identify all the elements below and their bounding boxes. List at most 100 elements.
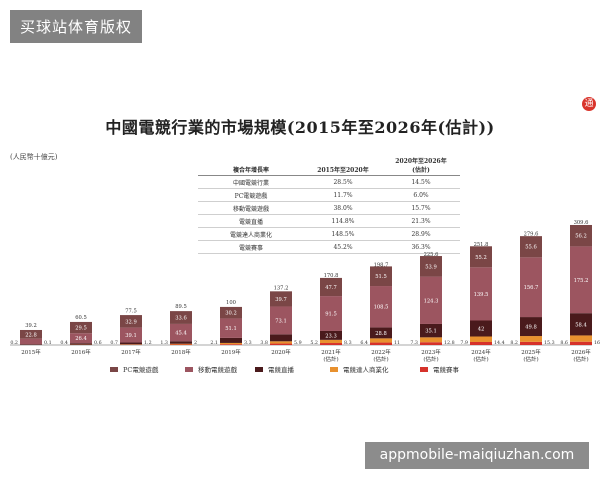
legend-label: 移動電競遊戲 bbox=[198, 366, 237, 374]
data-label: 29.5 bbox=[75, 326, 87, 332]
legend-label: PC電競遊戲 bbox=[123, 366, 159, 374]
data-label: 3.3 bbox=[244, 340, 252, 346]
bar-segment bbox=[170, 343, 192, 345]
cagr-value: 14.5% bbox=[382, 175, 460, 189]
data-label: 5.9 bbox=[294, 340, 302, 346]
data-label: 175.2 bbox=[574, 278, 589, 284]
x-tick-label: 2020年 bbox=[271, 348, 291, 356]
x-tick-sublabel: (估計) bbox=[473, 355, 488, 363]
legend-item: 電競直播 bbox=[255, 364, 294, 374]
legend-item: 電競達人商業化 bbox=[330, 364, 389, 374]
data-label: 55.2 bbox=[475, 255, 487, 261]
x-tick-label: 2021年 bbox=[321, 348, 341, 356]
bar-segment bbox=[370, 266, 392, 287]
total-label: 198.7 bbox=[374, 262, 389, 268]
x-tick-label: 2017年 bbox=[121, 348, 141, 356]
cagr-row: 電競達人商業化 148.5% 28.9% bbox=[198, 227, 460, 241]
bar-segment bbox=[70, 333, 92, 344]
data-label: 1.3 bbox=[160, 340, 168, 346]
x-tick-label: 2023年 bbox=[421, 348, 441, 356]
data-label: 108.5 bbox=[374, 305, 389, 311]
total-label: 77.5 bbox=[125, 308, 137, 314]
total-label: 39.2 bbox=[25, 323, 37, 329]
data-label: 0.4 bbox=[60, 340, 68, 346]
data-label: 30.2 bbox=[225, 311, 237, 317]
data-label: 91.5 bbox=[325, 312, 337, 318]
x-tick-label: 2015年 bbox=[21, 348, 41, 356]
x-tick-sublabel: (估計) bbox=[523, 355, 538, 363]
x-tick-label: 2018年 bbox=[171, 348, 191, 356]
total-label: 60.5 bbox=[75, 315, 87, 321]
data-label: 56.2 bbox=[575, 234, 587, 240]
bar-segment bbox=[470, 336, 492, 342]
bar-segment bbox=[370, 338, 392, 343]
data-label: 33.6 bbox=[175, 316, 187, 322]
cagr-segment-name: PC電競遊戲 bbox=[198, 188, 304, 202]
x-tick-label: 2025年 bbox=[521, 348, 541, 356]
bar-segment bbox=[520, 341, 542, 345]
cagr-value: 45.2% bbox=[304, 240, 382, 254]
bar-segment bbox=[20, 329, 42, 339]
bar-segment bbox=[270, 291, 292, 307]
data-label: 12.8 bbox=[444, 340, 455, 346]
data-label: 0.2 bbox=[10, 340, 18, 346]
x-tick-label: 2022年 bbox=[371, 348, 391, 356]
bar-segment bbox=[120, 327, 142, 343]
bar-segment bbox=[570, 313, 592, 336]
bar-segment bbox=[120, 315, 142, 328]
bar-segment bbox=[420, 276, 442, 324]
legend-label: 電競達人商業化 bbox=[343, 366, 389, 374]
data-label: 2 bbox=[194, 340, 197, 346]
data-label: 73.1 bbox=[275, 318, 287, 324]
cagr-segment-name: 電競賽事 bbox=[198, 240, 304, 254]
chart-title: 中國電競行業的市場規模(2015年至2026年(估計)) bbox=[105, 118, 495, 137]
legend-label: 電競賽事 bbox=[433, 366, 459, 374]
total-label: 225.6 bbox=[424, 252, 439, 258]
bar-segment bbox=[220, 306, 242, 319]
legend-swatch bbox=[420, 366, 428, 372]
data-label: 45.4 bbox=[175, 331, 187, 337]
cagr-value: 28.5% bbox=[304, 175, 382, 189]
data-label: 15.3 bbox=[544, 340, 555, 346]
x-tick-sublabel: (估計) bbox=[323, 355, 338, 363]
bar-segment bbox=[520, 336, 542, 342]
cagr-header: 複合年增長率 bbox=[198, 153, 304, 176]
bar-segment bbox=[20, 344, 42, 345]
total-label: 170.8 bbox=[324, 273, 339, 279]
cagr-row: 移動電競遊戲 38.0% 15.7% bbox=[198, 201, 460, 215]
legend-swatch bbox=[255, 366, 263, 372]
bar-segment bbox=[170, 341, 192, 344]
bar-segment bbox=[370, 327, 392, 339]
bar-segment bbox=[320, 296, 342, 331]
data-label: 32.9 bbox=[125, 319, 137, 325]
cagr-segment-name: 中國電競行業 bbox=[198, 175, 304, 189]
data-label: 7.9 bbox=[460, 340, 468, 346]
x-tick-sublabel: (估計) bbox=[423, 355, 438, 363]
cagr-value: 21.3% bbox=[382, 214, 460, 228]
x-tick-sublabel: (估計) bbox=[373, 355, 388, 363]
bar-segment bbox=[70, 343, 92, 345]
legend-item: 電競賽事 bbox=[420, 364, 459, 374]
cagr-value: 28.9% bbox=[382, 227, 460, 241]
data-label: 16.5 bbox=[594, 340, 600, 346]
total-label: 309.6 bbox=[574, 220, 589, 226]
data-label: 53.9 bbox=[425, 264, 437, 270]
bar-segment bbox=[520, 257, 542, 318]
data-label: 49.8 bbox=[525, 325, 537, 331]
cagr-table: 複合年增長率 2015年至2020年 2020年至2026年 (估計) 中國電競行… bbox=[198, 153, 460, 254]
x-tick-sublabel: (估計) bbox=[573, 355, 588, 363]
bar-segment bbox=[570, 246, 592, 314]
bar-segment bbox=[320, 343, 342, 345]
data-label: 0.7 bbox=[110, 340, 118, 346]
data-label: 0.6 bbox=[94, 340, 102, 346]
cagr-row: 中國電競行業 28.5% 14.5% bbox=[198, 175, 460, 189]
total-label: 100 bbox=[226, 300, 236, 306]
data-label: 2.1 bbox=[210, 340, 218, 346]
bar-segment bbox=[470, 320, 492, 337]
bar-segment bbox=[70, 321, 92, 334]
bar-segment bbox=[20, 338, 42, 345]
cagr-header: 2015年至2020年 bbox=[304, 153, 382, 176]
bar-segment bbox=[370, 342, 392, 345]
bar-segment bbox=[220, 344, 242, 345]
data-label: 3.8 bbox=[260, 340, 268, 346]
